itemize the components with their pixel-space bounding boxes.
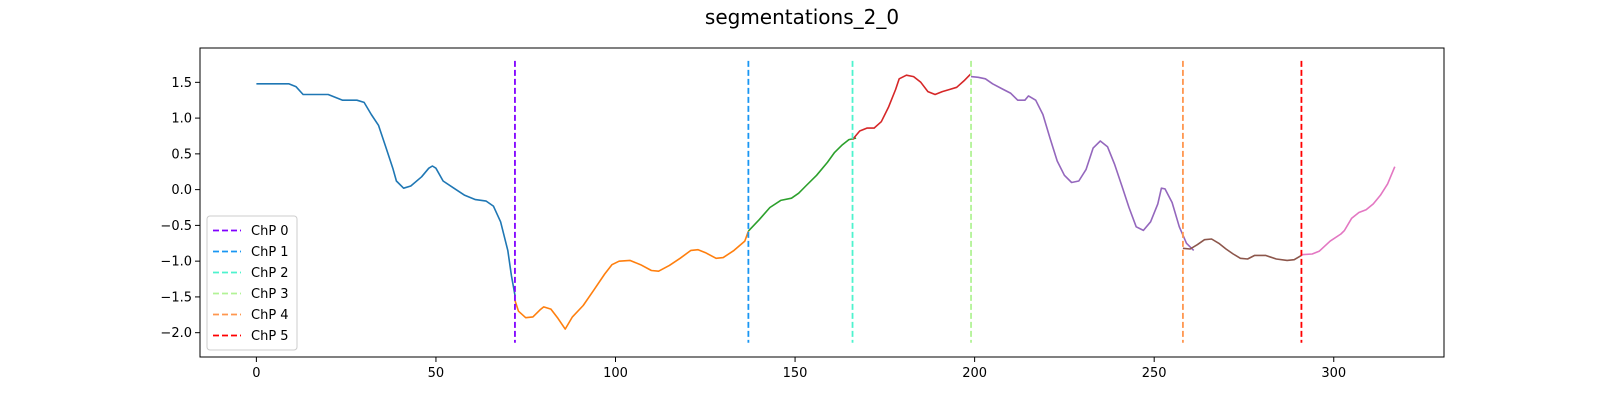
series-line-1 <box>514 230 750 330</box>
x-axis-ticks: 0 50 100 150 200 250 300 <box>252 357 1346 381</box>
changepoint-lines <box>514 60 1303 343</box>
legend-label: ChP 1 <box>251 245 289 260</box>
chart-title: segmentations_2_0 <box>705 5 899 29</box>
y-tick-label: 0.5 <box>171 147 192 162</box>
x-tick-label: 300 <box>1321 366 1346 381</box>
y-tick-label: −1.5 <box>160 290 192 305</box>
series-line-2 <box>747 137 857 232</box>
y-tick-label: 0.0 <box>171 183 192 198</box>
legend: ChP 0 ChP 1 ChP 2 ChP 3 ChP 4 ChP 5 <box>206 215 298 351</box>
legend-label: ChP 5 <box>251 329 289 344</box>
legend-box <box>206 215 298 351</box>
y-tick-label: −0.5 <box>160 219 192 234</box>
series-line-6 <box>1301 166 1396 256</box>
series-line-4 <box>970 75 1195 251</box>
y-tick-label: −2.0 <box>160 326 192 341</box>
y-tick-label: 1.0 <box>171 112 192 127</box>
x-tick-label: 200 <box>962 366 987 381</box>
legend-label: ChP 4 <box>251 308 289 323</box>
series-line-5 <box>1182 238 1302 262</box>
x-tick-label: 50 <box>428 366 445 381</box>
x-tick-label: 100 <box>603 366 628 381</box>
series-line-0 <box>256 83 516 296</box>
series-line-3 <box>851 73 972 141</box>
legend-label: ChP 2 <box>251 266 289 281</box>
series-lines <box>256 73 1396 330</box>
y-tick-label: −1.0 <box>160 255 192 270</box>
x-tick-label: 0 <box>252 366 260 381</box>
legend-label: ChP 3 <box>251 287 289 302</box>
x-tick-label: 150 <box>783 366 808 381</box>
x-tick-label: 250 <box>1142 366 1167 381</box>
plot-frame <box>199 47 1445 358</box>
y-axis-ticks: −2.0 −1.5 −1.0 −0.5 0.0 0.5 1.0 1.5 <box>160 76 200 341</box>
y-tick-label: 1.5 <box>171 76 192 91</box>
legend-label: ChP 0 <box>251 224 289 239</box>
